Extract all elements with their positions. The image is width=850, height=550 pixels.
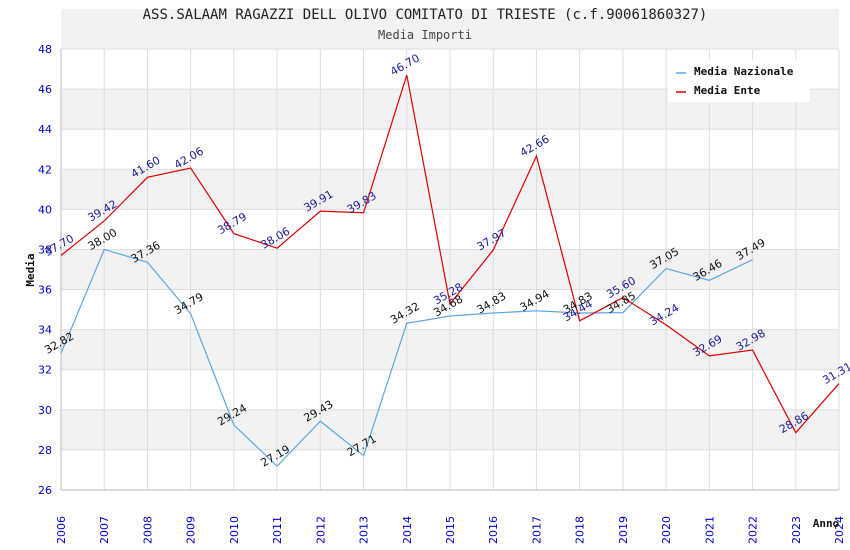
- x-tick-label: 2009: [185, 516, 198, 544]
- y-tick-label: 48: [38, 43, 52, 56]
- x-axis-title: Anno: [813, 517, 840, 530]
- chart-subtitle: Media Importi: [378, 28, 472, 42]
- data-label: 46.70: [388, 52, 422, 79]
- series-lines: [60, 74, 840, 467]
- x-tick-labels: 2006 2007 2008 2009 2010 2011 2012 2013 2014 2015…: [55, 516, 846, 544]
- x-tick-label: 2024: [833, 516, 846, 544]
- y-axis-title: Media: [24, 253, 37, 286]
- x-tick-label: 2023: [790, 516, 803, 544]
- y-tick-label: 30: [38, 404, 52, 417]
- legend-box: [668, 60, 810, 102]
- x-tick-label: 2022: [747, 516, 760, 544]
- data-label: 42.66: [518, 133, 552, 160]
- x-tick-label: 2016: [487, 516, 500, 544]
- x-tick-label: 2006: [55, 516, 68, 544]
- y-tick-label: 46: [38, 83, 52, 96]
- data-label: 42.06: [172, 145, 206, 172]
- y-tick-label: 34: [38, 324, 52, 337]
- data-label: 34.32: [388, 300, 422, 327]
- legend-label-media-ente: Media Ente: [694, 84, 761, 97]
- x-tick-label: 2021: [703, 516, 716, 544]
- y-tick-label: 32: [38, 364, 52, 377]
- y-tick-label: 40: [38, 203, 52, 216]
- y-tick-label: 38: [38, 243, 52, 256]
- x-tick-label: 2013: [358, 516, 371, 544]
- chart-title: ASS.SALAAM RAGAZZI DELL OLIVO COMITATO D…: [143, 7, 708, 23]
- y-tick-label: 42: [38, 163, 52, 176]
- x-tick-label: 2019: [617, 516, 630, 544]
- x-tick-label: 2020: [660, 516, 673, 544]
- x-tick-label: 2015: [444, 516, 457, 544]
- data-label: 34.94: [518, 287, 552, 314]
- legend-label-media-nazionale: Media Nazionale: [694, 65, 794, 78]
- x-tick-label: 2018: [574, 516, 587, 544]
- y-tick-label: 36: [38, 284, 52, 297]
- data-label: 38.79: [215, 210, 249, 237]
- y-tick-label: 28: [38, 444, 52, 457]
- x-tick-label: 2008: [141, 516, 154, 544]
- x-tick-label: 2012: [314, 516, 327, 544]
- y-tick-labels: 26 28 30 32 34 36 38 40 42 44 46 48: [38, 43, 52, 497]
- data-label: 38.00: [86, 226, 120, 253]
- x-tick-label: 2014: [401, 516, 414, 544]
- x-tick-label: 2011: [271, 516, 284, 544]
- data-label: 34.79: [172, 290, 206, 317]
- y-tick-label: 26: [38, 484, 52, 497]
- x-tick-label: 2007: [98, 516, 111, 544]
- legend: Media Nazionale Media Ente: [668, 60, 810, 102]
- x-tick-label: 2010: [228, 516, 241, 544]
- grid-band: [61, 8, 839, 49]
- x-tick-label: 2017: [530, 516, 543, 544]
- y-tick-label: 44: [38, 123, 52, 136]
